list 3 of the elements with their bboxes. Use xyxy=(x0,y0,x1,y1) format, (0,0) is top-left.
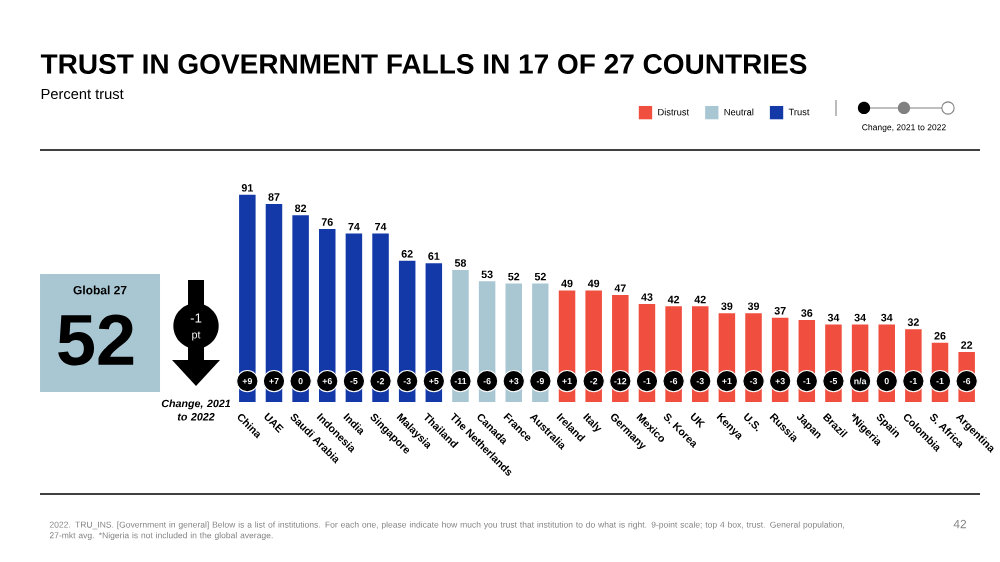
text: 52 xyxy=(58,314,134,366)
chart-title: TRUST IN GOVERNMENT FALLS IN 17 OF 27 COUNTRIES xyxy=(40,54,807,74)
bar xyxy=(239,194,256,402)
